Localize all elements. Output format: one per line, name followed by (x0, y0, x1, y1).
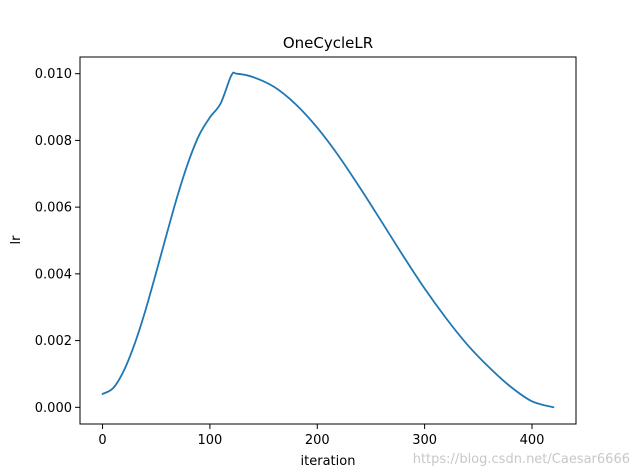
series-layer (101, 71, 555, 409)
x-axis-ticks: 0 100 200 300 400 (98, 424, 544, 448)
y-tick-label: 0.006 (35, 201, 72, 216)
x-tick-label: 0 (98, 433, 106, 448)
x-tick-label: 300 (412, 433, 437, 448)
y-axis-label: lr (9, 235, 24, 245)
series-line-lr (101, 71, 555, 409)
plot-area (79, 56, 577, 425)
y-tick-label: 0.010 (35, 67, 72, 82)
y-tick-label: 0.000 (35, 401, 72, 416)
x-tick-label: 400 (520, 433, 545, 448)
y-tick-label: 0.008 (35, 134, 72, 149)
y-tick-label: 0.004 (35, 267, 72, 282)
x-tick-label: 200 (305, 433, 330, 448)
x-axis-label: iteration (301, 454, 356, 469)
y-axis-ticks: 0.000 0.002 0.004 0.006 0.008 0.010 (35, 67, 80, 416)
watermark-text: https://blog.csdn.net/Caesar6666 (413, 452, 630, 467)
x-tick-label: 100 (197, 433, 222, 448)
chart-title: OneCycleLR (283, 34, 373, 52)
y-tick-label: 0.002 (35, 334, 72, 349)
